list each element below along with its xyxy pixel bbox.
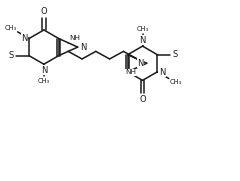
Text: CH₃: CH₃ [4, 25, 16, 31]
Text: CH₃: CH₃ [170, 79, 182, 85]
Text: N: N [81, 43, 87, 52]
Text: N: N [138, 59, 144, 68]
Text: S: S [172, 50, 178, 59]
Text: O: O [139, 95, 146, 104]
Text: CH₃: CH₃ [137, 26, 149, 32]
Text: N: N [139, 36, 145, 45]
Text: N: N [41, 66, 48, 75]
Text: N: N [21, 33, 28, 43]
Text: S: S [8, 51, 14, 60]
Text: N: N [159, 68, 165, 77]
Text: CH₃: CH₃ [38, 79, 50, 85]
Text: NH: NH [125, 70, 136, 75]
Text: O: O [41, 7, 47, 16]
Text: NH: NH [70, 35, 81, 41]
